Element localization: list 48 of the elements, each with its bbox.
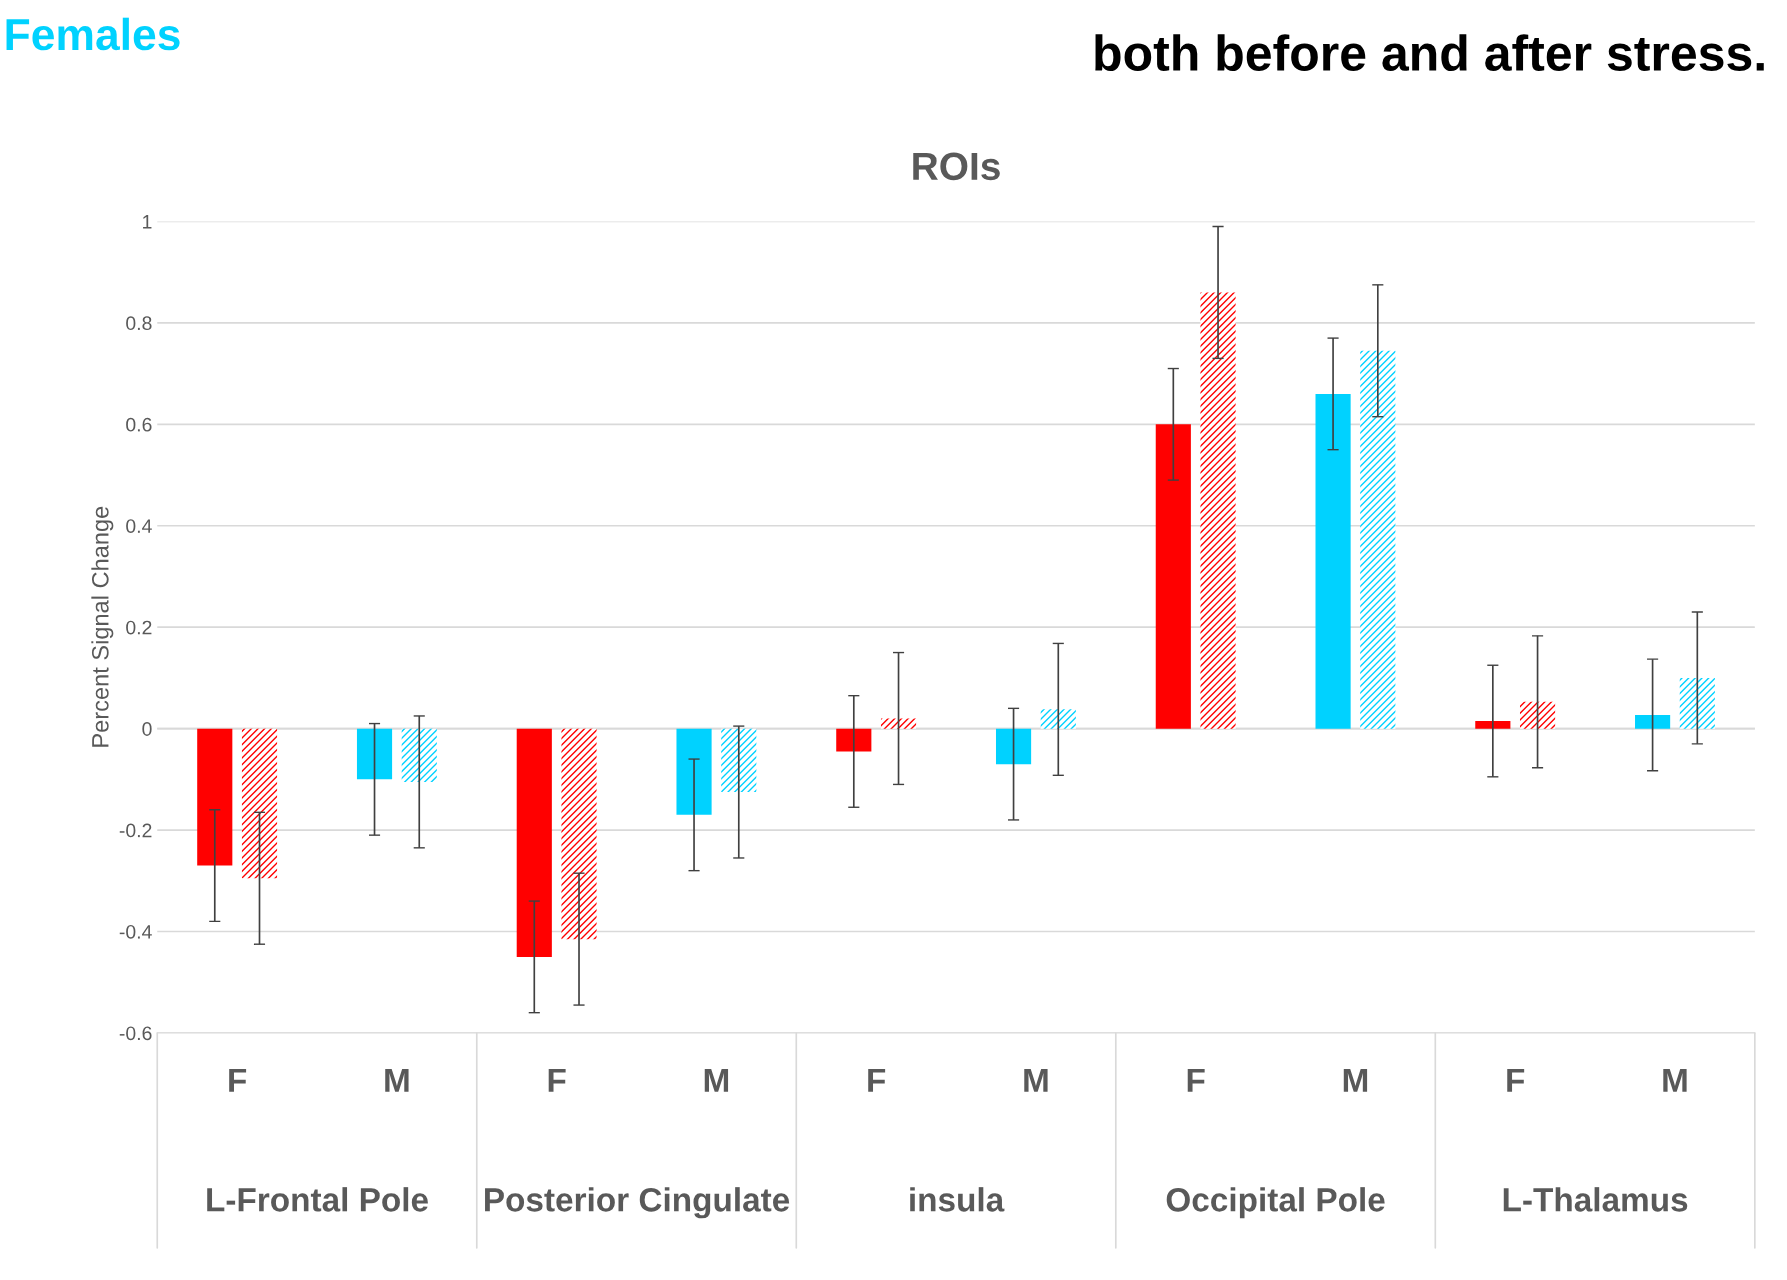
- y-tick-label: 1: [143, 215, 152, 229]
- bar: [1315, 393, 1351, 729]
- bar: [356, 728, 393, 780]
- text: both before and after stress.: [1095, 34, 1764, 72]
- bar: [197, 728, 233, 866]
- x-tick-label: M: [1024, 1068, 1048, 1092]
- y-tick-label: 0.8: [126, 316, 152, 331]
- bar: [880, 718, 917, 729]
- x-tick-label: M: [704, 1068, 729, 1092]
- x-tick-label: M: [385, 1068, 409, 1092]
- bar: [1155, 424, 1191, 729]
- y-tick-label: -0.4: [119, 924, 152, 939]
- x-tick-label: M: [1343, 1068, 1368, 1092]
- y-tick-label: -0.6: [119, 1026, 152, 1041]
- y-axis-title: Percent Signal Change: [91, 506, 114, 747]
- y-tick-label: 0: [142, 722, 152, 736]
- x-tick-label: F: [1187, 1068, 1205, 1092]
- x-tick-label: F: [548, 1068, 566, 1092]
- bar: [1360, 350, 1396, 729]
- bar: [1040, 709, 1076, 729]
- x-tick-label: F: [868, 1068, 886, 1092]
- bar: [561, 728, 597, 940]
- text: Occipital Pole: [1166, 1187, 1385, 1219]
- bar: [995, 728, 1032, 765]
- bar: [676, 728, 712, 815]
- bar: [1679, 677, 1715, 729]
- x-tick-label: F: [229, 1068, 247, 1092]
- bar: [836, 728, 872, 752]
- text: insula: [910, 1187, 1005, 1212]
- y-tick-label: 0.6: [126, 417, 152, 432]
- bar: [401, 728, 437, 782]
- x-tick-label: M: [1663, 1068, 1687, 1092]
- y-tick-label: 0.4: [126, 519, 152, 533]
- chart-subtitle: Females: [6, 17, 180, 51]
- text: Posterior Cingulate: [485, 1187, 790, 1219]
- bar: [1475, 721, 1511, 729]
- x-tick-label: F: [1507, 1068, 1525, 1092]
- text: L-Frontal Pole: [207, 1187, 428, 1212]
- bar: [721, 728, 757, 793]
- text: L-Thalamus: [1503, 1187, 1688, 1212]
- bar: [1635, 714, 1671, 729]
- bar: [1519, 701, 1556, 729]
- bar: [241, 728, 278, 879]
- bar: [1200, 292, 1236, 729]
- y-tick-label: -0.2: [119, 823, 152, 838]
- y-tick-label: 0.2: [126, 620, 152, 635]
- bar: [516, 728, 552, 957]
- chart-title: ROIs: [913, 152, 1000, 181]
